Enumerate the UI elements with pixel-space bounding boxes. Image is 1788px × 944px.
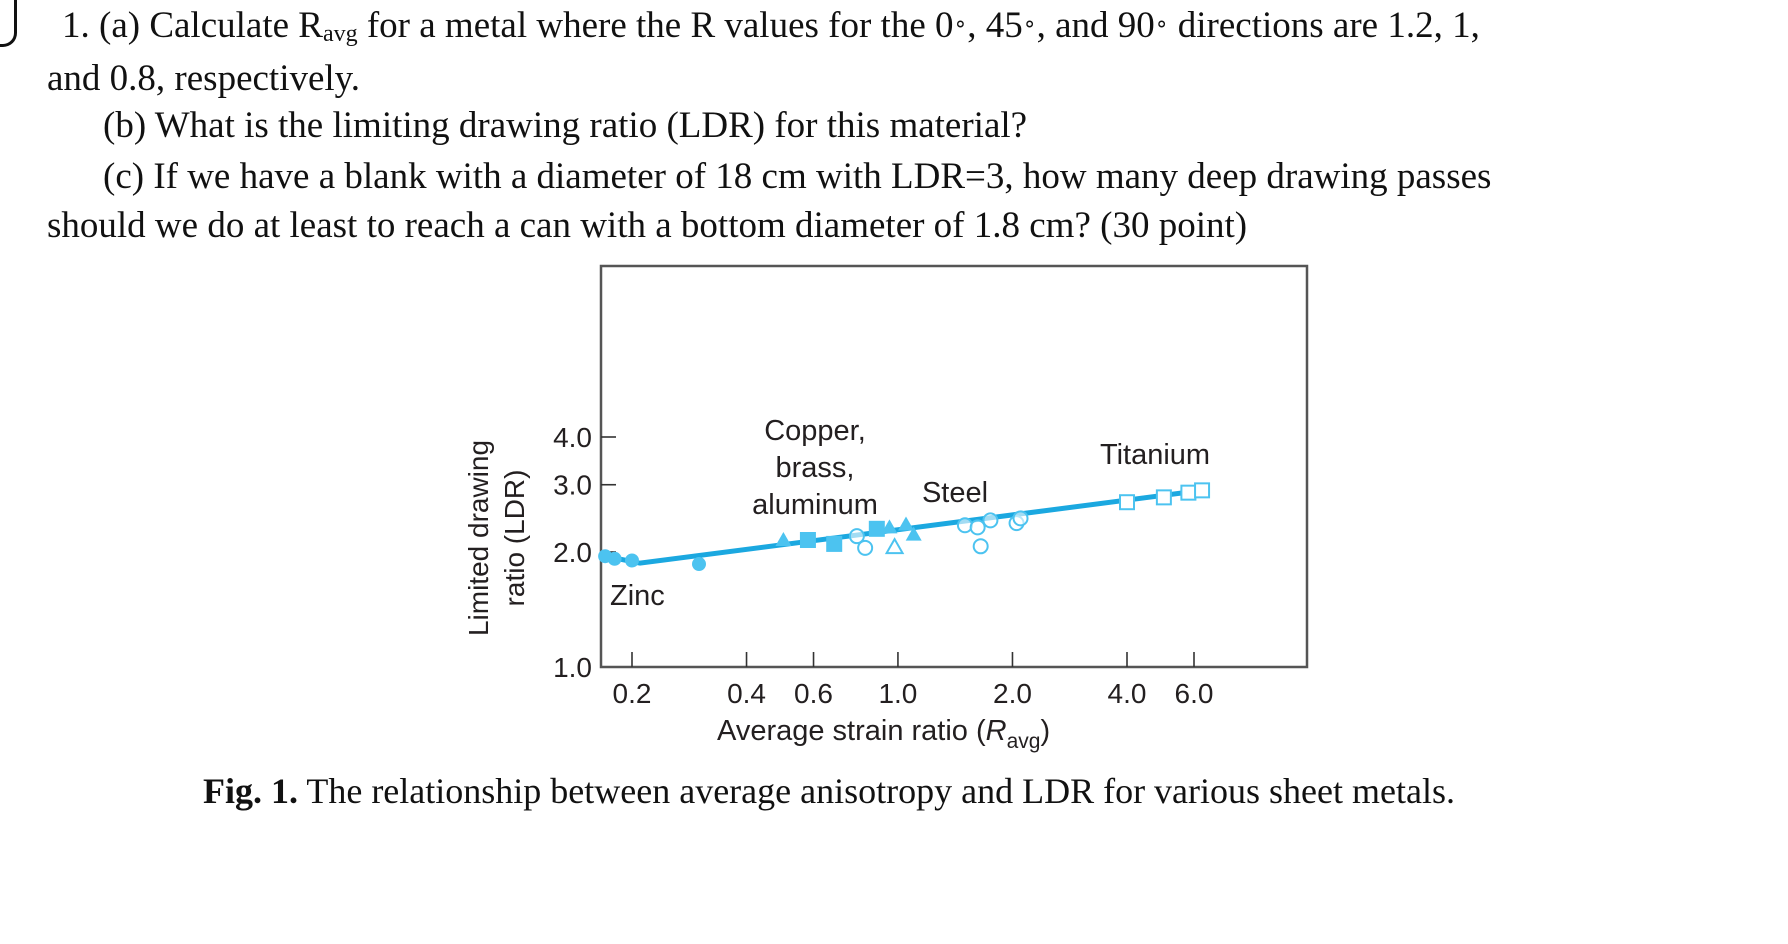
annotation-label: Zinc bbox=[610, 580, 665, 612]
degree-symbol: ∘ bbox=[953, 11, 968, 36]
q-line1-sub: avg bbox=[322, 21, 358, 47]
marker-square-open bbox=[1180, 484, 1197, 501]
marker-square-filled bbox=[826, 535, 843, 552]
marker-circle-open bbox=[972, 538, 989, 555]
question-line-3: (b) What is the limiting drawing ratio (… bbox=[103, 105, 1028, 146]
marker-circle-open bbox=[848, 528, 865, 545]
marker-triangle-filled bbox=[775, 532, 792, 547]
annotation-label: Copper, bbox=[764, 415, 866, 447]
x-axis-label-sub: avg bbox=[1007, 730, 1041, 753]
marker-square-filled bbox=[799, 532, 816, 549]
x-tick-label: 0.6 bbox=[794, 678, 833, 709]
x-tick-label: 1.0 bbox=[878, 678, 917, 709]
x-axis-label-close: ) bbox=[1040, 715, 1050, 747]
question-line-2: and 0.8, respectively. bbox=[47, 58, 361, 99]
y-axis-label: Limited drawing ratio (LDR) bbox=[463, 440, 530, 636]
marker-square-open bbox=[1155, 489, 1172, 506]
annotation-label: Titanium bbox=[1100, 439, 1210, 471]
x-tick-label: 0.4 bbox=[727, 678, 766, 709]
question-line-1: 1. (a) Calculate Ravg for a metal where … bbox=[0, 0, 1480, 52]
figure-caption: Fig. 1. The relationship between average… bbox=[203, 770, 1455, 812]
marker-square-open bbox=[1119, 494, 1136, 511]
y-tick-label: 2.0 bbox=[553, 537, 592, 568]
marker-square-filled bbox=[868, 520, 885, 537]
x-axis-label: Average strain ratio (Ravg) bbox=[717, 715, 1050, 753]
marker-circle-open bbox=[956, 517, 973, 534]
data-markers bbox=[598, 482, 1211, 572]
y-tick-label: 4.0 bbox=[553, 422, 592, 453]
annotation-label: brass, bbox=[776, 452, 855, 484]
annotation-label: Steel bbox=[922, 477, 988, 509]
caption-label: Fig. 1. bbox=[203, 771, 298, 811]
marker-circle-filled bbox=[691, 557, 706, 572]
question-line-4: (c) If we have a blank with a diameter o… bbox=[103, 156, 1492, 197]
q-line1-post: directions are 1.2, 1, bbox=[1168, 5, 1480, 46]
y-axis-label-line1: Limited drawing bbox=[463, 440, 494, 636]
x-axis-ticks: 0.2 0.4 0.6 1.0 2.0 4.0 6.0 bbox=[613, 652, 1214, 709]
degree-symbol: ∘ bbox=[1154, 11, 1169, 36]
marker-circle-open bbox=[857, 539, 874, 556]
q-line1-mid2: , 45 bbox=[967, 5, 1023, 46]
x-tick-label: 4.0 bbox=[1108, 678, 1147, 709]
x-tick-label: 2.0 bbox=[993, 678, 1032, 709]
marker-circle-filled bbox=[607, 551, 622, 566]
q-line1-pre: 1. (a) Calculate R bbox=[62, 5, 323, 46]
marker-triangle-open bbox=[884, 537, 905, 555]
marker-circle-open bbox=[969, 519, 986, 536]
corner-bracket-mark bbox=[0, 0, 17, 47]
marker-circle-open bbox=[982, 512, 999, 529]
q-line1-mid1: for a metal where the R values for the 0 bbox=[357, 5, 954, 46]
caption-text: The relationship between average anisotr… bbox=[298, 771, 1455, 811]
marker-triangle-filled bbox=[881, 519, 898, 534]
q-line1-mid3: , and 90 bbox=[1036, 5, 1155, 46]
y-tick-label: 3.0 bbox=[553, 470, 592, 501]
marker-circle-filled bbox=[625, 553, 639, 568]
marker-square-open bbox=[1194, 482, 1211, 499]
x-tick-label: 0.2 bbox=[613, 678, 652, 709]
question-line-5: should we do at least to reach a can wit… bbox=[47, 205, 1248, 246]
marker-circle-open bbox=[1012, 510, 1029, 527]
y-axis-ticks: 1.0 2.0 3.0 4.0 bbox=[553, 422, 616, 683]
x-tick-label: 6.0 bbox=[1175, 678, 1214, 709]
x-axis-label-italic: R bbox=[986, 715, 1007, 747]
x-axis-label-text: Average strain ratio ( bbox=[717, 715, 986, 747]
annotation-label: aluminum bbox=[752, 489, 878, 521]
degree-symbol: ∘ bbox=[1022, 11, 1037, 36]
annotations: Zinc Copper, brass, aluminum Steel Titanium bbox=[610, 415, 1210, 612]
marker-triangle-filled bbox=[905, 526, 922, 541]
plot-frame bbox=[599, 264, 1309, 669]
marker-triangle-filled bbox=[897, 516, 914, 531]
y-axis-label-line2: ratio (LDR) bbox=[499, 470, 530, 607]
y-tick-label: 1.0 bbox=[553, 652, 592, 683]
